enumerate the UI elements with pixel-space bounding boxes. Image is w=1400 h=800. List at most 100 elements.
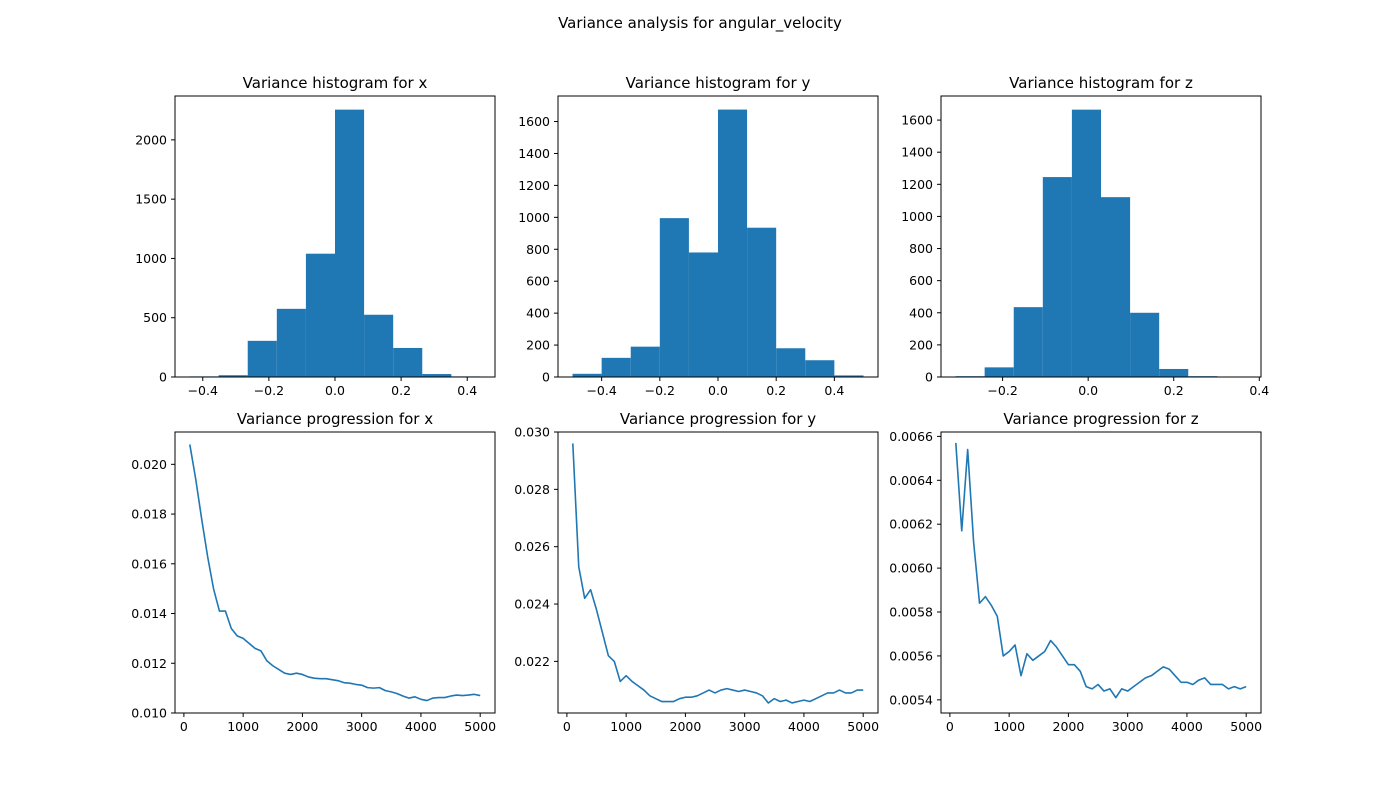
progression-y-ytick-label: 0.022 <box>514 654 550 669</box>
progression-y-ytick-label: 0.030 <box>514 425 550 440</box>
hist-z-ytick-label: 1400 <box>901 145 933 160</box>
subplots: Variance histogram for x −0.4 −0.2 0.0 0.2 0.… <box>131 74 1269 734</box>
progression-x-ytick-label: 0.012 <box>131 656 167 671</box>
hist-y-bar <box>659 218 689 377</box>
progression-x-xtick-label: 0 <box>180 719 188 734</box>
hist-z-bar <box>984 367 1014 377</box>
progression-x-series-line <box>189 444 481 702</box>
progression-y-ytick-label: 0.028 <box>514 482 550 497</box>
hist-z-ytick-label: 400 <box>909 305 933 320</box>
hist-y-bar <box>572 373 602 377</box>
hist-z-xtick-label: −0.2 <box>987 383 1017 398</box>
hist-z-title: Variance histogram for z <box>1009 74 1193 92</box>
progression-x-xtick-label: 2000 <box>287 719 319 734</box>
progression-x-ytick-label: 0.018 <box>131 507 167 522</box>
hist-x-xtick-label: 0.0 <box>325 383 345 398</box>
progression-y-series-line <box>572 443 864 704</box>
hist-y-bar <box>805 360 835 377</box>
hist-x-ytick-label: 1000 <box>135 251 167 266</box>
hist-x-ytick-label: 1500 <box>135 192 167 207</box>
hist-z-bar <box>1071 109 1101 378</box>
hist-z-xtick-label: 0.2 <box>1164 383 1184 398</box>
hist-z-ytick-label: 0 <box>925 370 933 385</box>
hist-x-xtick-label: −0.4 <box>188 383 218 398</box>
progression-y-axes-frame <box>557 431 879 714</box>
hist-z-chart: Variance histogram for z −0.2 0.0 0.2 0.4 0 20… <box>901 74 1269 398</box>
progression-z-ytick-label: 0.0060 <box>889 561 933 576</box>
hist-z-ytick-label: 800 <box>909 241 933 256</box>
hist-x-bar <box>364 314 394 377</box>
hist-x-xtick-label: 0.2 <box>391 383 411 398</box>
hist-y-bar <box>834 375 864 377</box>
hist-y-ytick-label: 1400 <box>518 146 550 161</box>
hist-y-bar <box>776 348 806 377</box>
progression-y-ytick-label: 0.026 <box>514 539 550 554</box>
progression-x-xtick-label: 1000 <box>227 719 259 734</box>
hist-y-bar <box>718 109 748 378</box>
hist-x-bar <box>335 109 365 378</box>
hist-z-ytick-label: 200 <box>909 337 933 352</box>
hist-z-bar <box>1013 307 1043 377</box>
hist-y-chart: Variance histogram for y −0.4 −0.2 0.0 0.2 0.… <box>518 74 879 398</box>
hist-y-ytick-label: 1000 <box>518 210 550 225</box>
progression-z-ytick-label: 0.0062 <box>889 517 933 532</box>
hist-y-ytick-label: 1600 <box>518 114 550 129</box>
hist-z-ytick-label: 1000 <box>901 209 933 224</box>
hist-z-bar <box>1101 197 1131 377</box>
progression-x-axes-frame <box>174 431 496 714</box>
progression-y-xtick-label: 1000 <box>610 719 642 734</box>
progression-x-ytick-label: 0.016 <box>131 556 167 571</box>
progression-y-xtick-label: 4000 <box>788 719 820 734</box>
hist-z-ytick-label: 1200 <box>901 177 933 192</box>
progression-z-xtick-label: 3000 <box>1112 719 1144 734</box>
progression-x-xtick-label: 3000 <box>346 719 378 734</box>
hist-y-ytick-label: 0 <box>542 370 550 385</box>
progression-z-ytick-label: 0.0064 <box>889 473 933 488</box>
progression-z-chart: Variance progression for z 0 1000 2000 3000 4… <box>889 410 1262 734</box>
hist-x-bar <box>218 375 248 377</box>
progression-y-ytick-label: 0.024 <box>514 597 550 612</box>
hist-z-axes-frame <box>940 95 1262 378</box>
hist-z-ytick-label: 1600 <box>901 113 933 128</box>
progression-z-xtick-label: 0 <box>946 719 954 734</box>
progression-x-xtick-label: 5000 <box>464 719 496 734</box>
progression-z-xtick-label: 5000 <box>1230 719 1262 734</box>
hist-x-xtick-label: −0.2 <box>254 383 284 398</box>
progression-y-chart: Variance progression for y 0 1000 2000 3000 4… <box>514 410 879 734</box>
hist-z-bar <box>1042 177 1072 377</box>
hist-x-ytick-label: 500 <box>143 310 167 325</box>
progression-y-xtick-label: 5000 <box>847 719 879 734</box>
progression-x-chart: Variance progression for x 0 1000 2000 3000 4… <box>131 410 496 734</box>
hist-y-bar <box>747 227 777 377</box>
hist-x-chart: Variance histogram for x −0.4 −0.2 0.0 0.2 0.… <box>135 74 496 398</box>
hist-x-title: Variance histogram for x <box>243 74 428 92</box>
progression-y-title: Variance progression for y <box>620 410 816 428</box>
hist-y-xtick-label: 0.4 <box>824 383 844 398</box>
progression-z-series-line <box>955 442 1247 699</box>
hist-y-bar <box>688 252 718 377</box>
progression-z-ytick-label: 0.0066 <box>889 429 933 444</box>
hist-z-bar <box>1159 368 1189 377</box>
hist-y-xtick-label: 0.2 <box>766 383 786 398</box>
hist-x-bar <box>305 253 335 377</box>
progression-y-xtick-label: 2000 <box>670 719 702 734</box>
progression-z-axes-frame <box>940 431 1262 714</box>
progression-x-ytick-label: 0.010 <box>131 706 167 721</box>
hist-y-ytick-label: 800 <box>526 242 550 257</box>
hist-x-bar <box>247 340 277 377</box>
progression-z-ytick-label: 0.0054 <box>889 692 933 707</box>
hist-z-ytick-label: 600 <box>909 273 933 288</box>
hist-y-bar <box>601 357 631 377</box>
hist-x-xtick-label: 0.4 <box>457 383 477 398</box>
hist-y-ytick-label: 600 <box>526 274 550 289</box>
progression-z-xtick-label: 1000 <box>993 719 1025 734</box>
progression-z-title: Variance progression for z <box>1003 410 1198 428</box>
hist-y-xtick-label: −0.4 <box>586 383 616 398</box>
progression-x-ytick-label: 0.020 <box>131 457 167 472</box>
hist-x-bar <box>276 308 306 377</box>
progression-z-ytick-label: 0.0056 <box>889 648 933 663</box>
progression-x-xtick-label: 4000 <box>405 719 437 734</box>
progression-z-xtick-label: 2000 <box>1053 719 1085 734</box>
hist-y-ytick-label: 400 <box>526 306 550 321</box>
